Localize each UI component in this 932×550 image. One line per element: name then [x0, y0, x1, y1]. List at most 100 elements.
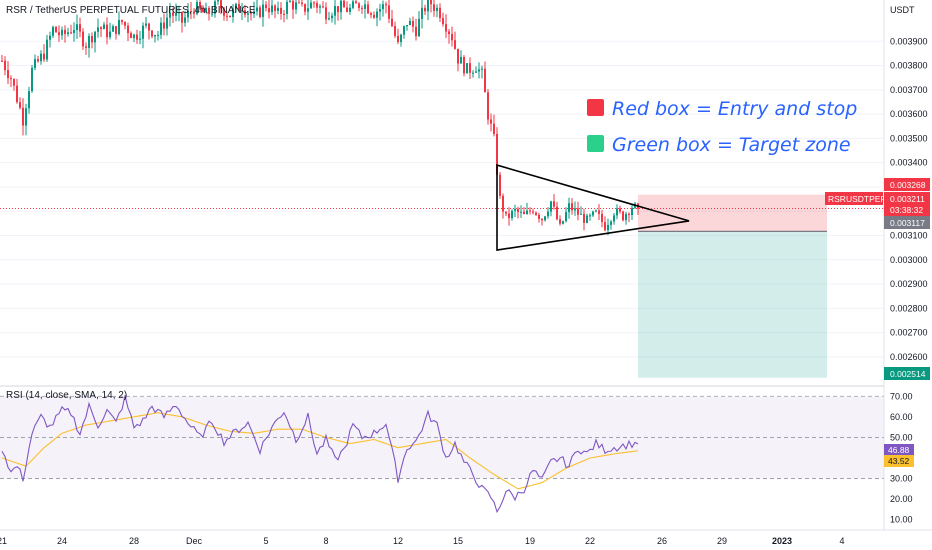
candle-body — [115, 26, 117, 35]
candle-body — [133, 34, 135, 39]
candle-body — [523, 211, 525, 215]
candle-body — [613, 215, 615, 222]
candle-body — [55, 26, 57, 33]
candle-body — [337, 6, 339, 13]
time-axis-ticks[interactable]: 21 24 28 Dec 5 8 12 15 19 22 26 29 2023 4 — [0, 536, 845, 546]
price-tick-label: 0.003900 — [890, 36, 928, 46]
candle-body — [58, 32, 60, 36]
candle-body — [340, 0, 342, 13]
candle-body — [271, 5, 273, 13]
price-tick-label: 0.003700 — [890, 85, 928, 95]
candle-body — [484, 68, 486, 93]
candle-body — [70, 32, 72, 34]
chart-title: RSR / TetherUS PERPETUAL FUTURES, 4h, BI… — [6, 5, 256, 16]
candle-body — [172, 12, 174, 16]
candle-body — [286, 1, 288, 14]
candle-body — [295, 2, 297, 10]
candle-body — [178, 12, 180, 14]
candle-body — [403, 26, 405, 35]
svg-text:0.003211: 0.003211 — [890, 194, 925, 204]
candle-body — [73, 30, 75, 33]
candle-body — [568, 203, 570, 213]
candle-body — [355, 1, 357, 4]
time-tick-label: 21 — [0, 536, 7, 546]
candle-body — [571, 203, 573, 211]
time-tick-label: 4 — [839, 536, 844, 546]
candle-body — [220, 0, 222, 9]
rsi-tick-label: 20.00 — [890, 494, 913, 504]
candle-body — [64, 29, 66, 35]
currency-label: USDT — [890, 5, 915, 15]
candle-body — [427, 0, 429, 12]
candle-body — [109, 31, 111, 38]
candle-body — [397, 35, 399, 43]
price-axis[interactable] — [884, 0, 932, 550]
candle-body — [283, 13, 285, 15]
candle-body — [559, 219, 561, 224]
candle-body — [145, 23, 147, 26]
time-tick-label: 5 — [263, 536, 268, 546]
candle-body — [247, 13, 249, 15]
candle-body — [190, 10, 192, 12]
candle-body — [40, 53, 42, 62]
candle-body — [451, 34, 453, 41]
candle-body — [496, 133, 498, 175]
candle-body — [67, 32, 69, 35]
candle-body — [43, 53, 45, 60]
candle-body — [631, 207, 633, 216]
candle-body — [52, 26, 54, 36]
candle-body — [382, 4, 384, 10]
candle-body — [373, 14, 375, 18]
candle-body — [163, 22, 165, 29]
entry-stop-zone — [638, 194, 827, 232]
candle-body — [250, 13, 252, 15]
candle-body — [472, 72, 474, 74]
candle-body — [622, 211, 624, 221]
stop-price-label: 0.003268 — [884, 178, 930, 191]
time-tick-label: 22 — [585, 536, 595, 546]
candle-body — [583, 213, 585, 223]
candle-body — [364, 4, 366, 9]
rsi-tick-label: 10.00 — [890, 515, 913, 525]
rsi-band-lines — [0, 395, 884, 479]
candle-body — [118, 20, 120, 35]
candle-body — [256, 7, 258, 12]
price-gridlines — [0, 40, 884, 358]
candle-body — [193, 11, 195, 14]
candle-body — [376, 11, 378, 18]
candle-body — [25, 108, 27, 126]
candle-body — [319, 6, 321, 8]
price-tick-label: 0.003600 — [890, 109, 928, 119]
candle-body — [136, 34, 138, 40]
time-tick-label: 29 — [717, 536, 727, 546]
candle-body — [517, 208, 519, 213]
time-tick-label: 28 — [129, 536, 139, 546]
candle-body — [34, 59, 36, 68]
candle-body — [547, 211, 549, 217]
candle-body — [301, 2, 303, 5]
candle-body — [121, 20, 123, 22]
price-tick-label: 0.003800 — [890, 61, 928, 71]
candle-body — [148, 23, 150, 31]
candle-body — [544, 216, 546, 221]
candle-body — [22, 107, 24, 126]
rsi-tick-label: 50.00 — [890, 432, 913, 442]
candle-body — [304, 4, 306, 12]
candle-body — [316, 2, 318, 8]
candle-body — [481, 68, 483, 70]
candle-body — [334, 6, 336, 16]
candle-body — [538, 214, 540, 219]
rsi-title: RSI (14, close, SMA, 14, 2) — [6, 390, 127, 401]
candle-body — [166, 17, 168, 29]
symmetrical-triangle-drawing[interactable] — [496, 164, 690, 251]
candle-body — [490, 119, 492, 124]
candle-body — [184, 17, 186, 23]
candle-body — [175, 12, 177, 16]
candle-body — [253, 11, 255, 15]
candle-body — [442, 18, 444, 25]
candle-body — [466, 63, 468, 74]
candle-body — [346, 7, 348, 12]
red-box-note: Red box = Entry and stop — [612, 98, 857, 120]
candle-body — [412, 21, 414, 27]
